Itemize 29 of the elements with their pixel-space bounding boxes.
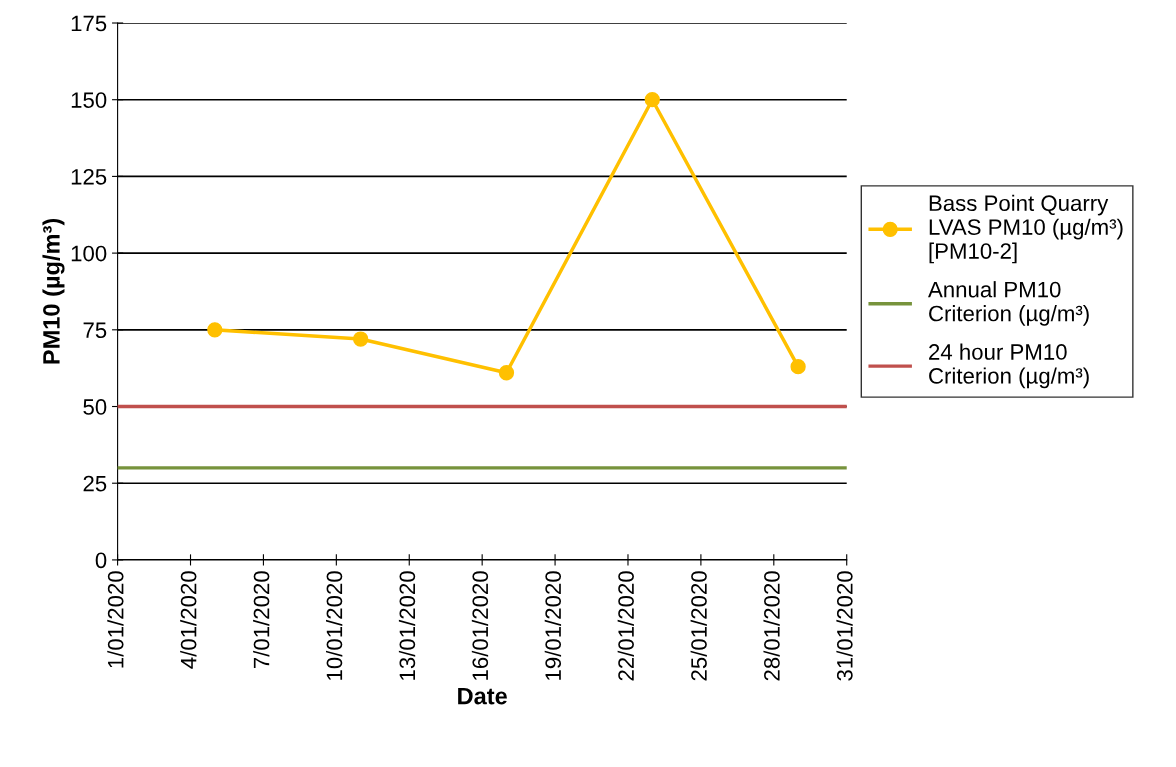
x-tick-label: 1/01/2020	[107, 571, 124, 668]
x-tick-label: 25/01/2020	[690, 571, 707, 681]
point	[207, 322, 223, 338]
y-axis-title: PM10 (µg/m³)	[42, 218, 65, 364]
x-tick-label: 10/01/2020	[325, 571, 343, 680]
y-tick-label: 150	[71, 92, 107, 108]
point	[353, 331, 369, 347]
y-tick-label: 0	[95, 552, 107, 569]
x-tick-label: 19/01/2020	[544, 571, 562, 680]
x-tick-label: 7/01/2020	[253, 571, 270, 669]
y-tick-label: 100	[71, 245, 107, 262]
x-tick-label: 4/01/2020	[180, 571, 197, 669]
point	[644, 92, 660, 108]
y-tick-label: 175	[71, 15, 107, 32]
x-tick-label: 31/01/2020	[836, 571, 853, 681]
y-tick-label: 125	[71, 168, 107, 185]
x-tick-label: 28/01/2020	[763, 571, 780, 681]
x-tick-label: 22/01/2020	[617, 571, 634, 681]
x-axis-title: Date	[458, 687, 507, 705]
legend-label: Bass Point Quarry LVAS PM10 (µg/m³) [PM10-2]	[929, 194, 1123, 264]
legend-label: 24 hour PM10 Criterion (µg/m³)	[929, 343, 1089, 389]
y-tick-label: 25	[83, 475, 107, 492]
x-tick-label: 16/01/2020	[471, 571, 489, 680]
y-tick-label: 75	[83, 322, 107, 339]
legend-label: Annual PM10 Criterion (µg/m³)	[928, 281, 1089, 326]
point	[790, 358, 806, 375]
point	[498, 365, 515, 381]
y-tick-label: 50	[83, 399, 107, 415]
x-tick-label: 13/01/2020	[398, 571, 416, 680]
